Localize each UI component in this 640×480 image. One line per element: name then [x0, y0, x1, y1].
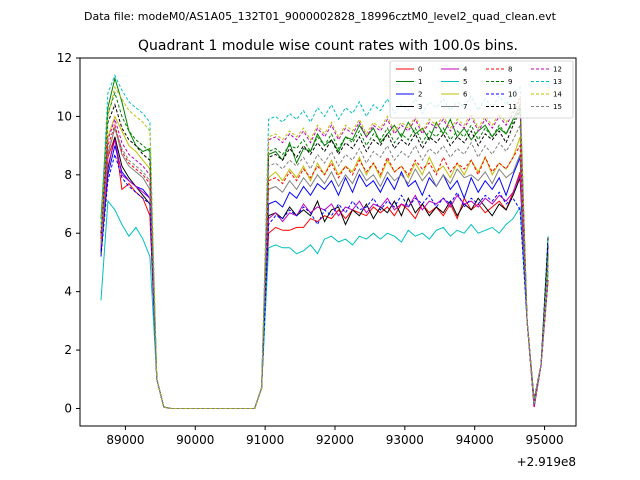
series-line-2 — [100, 145, 549, 409]
legend-label-15: 15 — [553, 103, 562, 111]
x-offset-text: +2.919e8 — [517, 455, 576, 469]
legend-label-4: 4 — [463, 66, 468, 74]
x-tick-label: 92000 — [316, 433, 354, 447]
series-line-14 — [100, 85, 549, 409]
legend-label-6: 6 — [463, 91, 468, 99]
legend-label-5: 5 — [463, 78, 467, 86]
legend-label-10: 10 — [508, 91, 517, 99]
legend-label-7: 7 — [463, 103, 467, 111]
y-tick-label: 4 — [64, 285, 72, 299]
legend-label-1: 1 — [418, 78, 422, 86]
y-tick-label: 6 — [64, 226, 72, 240]
chart-title: Quadrant 1 module wise count rates with … — [138, 38, 518, 54]
series-line-9 — [100, 91, 549, 409]
x-axis-ticks: 89000 90000 91000 92000 93000 94000 95000 — [106, 426, 564, 447]
series-line-4 — [100, 139, 549, 409]
legend-label-13: 13 — [553, 78, 562, 86]
series-line-6 — [100, 115, 549, 409]
x-tick-label: 93000 — [386, 433, 424, 447]
y-tick-label: 0 — [64, 401, 72, 415]
series-line-7 — [100, 126, 549, 409]
x-tick-label: 94000 — [456, 433, 494, 447]
y-tick-label: 10 — [57, 109, 72, 123]
plot-frame — [79, 57, 577, 427]
y-tick-label: 8 — [64, 168, 72, 182]
chart-suptitle: Data file: modeM0/AS1A05_132T01_90000028… — [84, 10, 557, 23]
x-tick-label: 90000 — [176, 433, 214, 447]
legend-label-0: 0 — [418, 66, 422, 74]
legend-label-12: 12 — [553, 66, 562, 74]
legend-label-3: 3 — [418, 103, 422, 111]
series-line-15 — [100, 124, 549, 409]
legend-label-8: 8 — [508, 66, 512, 74]
legend-label-11: 11 — [508, 103, 517, 111]
y-tick-label: 2 — [64, 343, 72, 357]
series-line-5 — [100, 199, 549, 409]
legend-label-9: 9 — [508, 78, 512, 86]
y-tick-label: 12 — [57, 51, 72, 65]
series-line-8 — [100, 123, 549, 409]
series-layer — [100, 74, 549, 409]
y-axis-ticks: 0 2 4 6 8 10 12 — [57, 51, 80, 415]
x-tick-label: 95000 — [525, 433, 563, 447]
legend-label-2: 2 — [418, 91, 422, 99]
legend-label-14: 14 — [553, 91, 562, 99]
series-line-10 — [100, 152, 549, 409]
x-tick-label: 91000 — [246, 433, 284, 447]
series-line-11 — [100, 103, 549, 409]
x-tick-label: 89000 — [106, 433, 144, 447]
series-line-1 — [100, 76, 549, 409]
legend-box — [389, 60, 574, 119]
